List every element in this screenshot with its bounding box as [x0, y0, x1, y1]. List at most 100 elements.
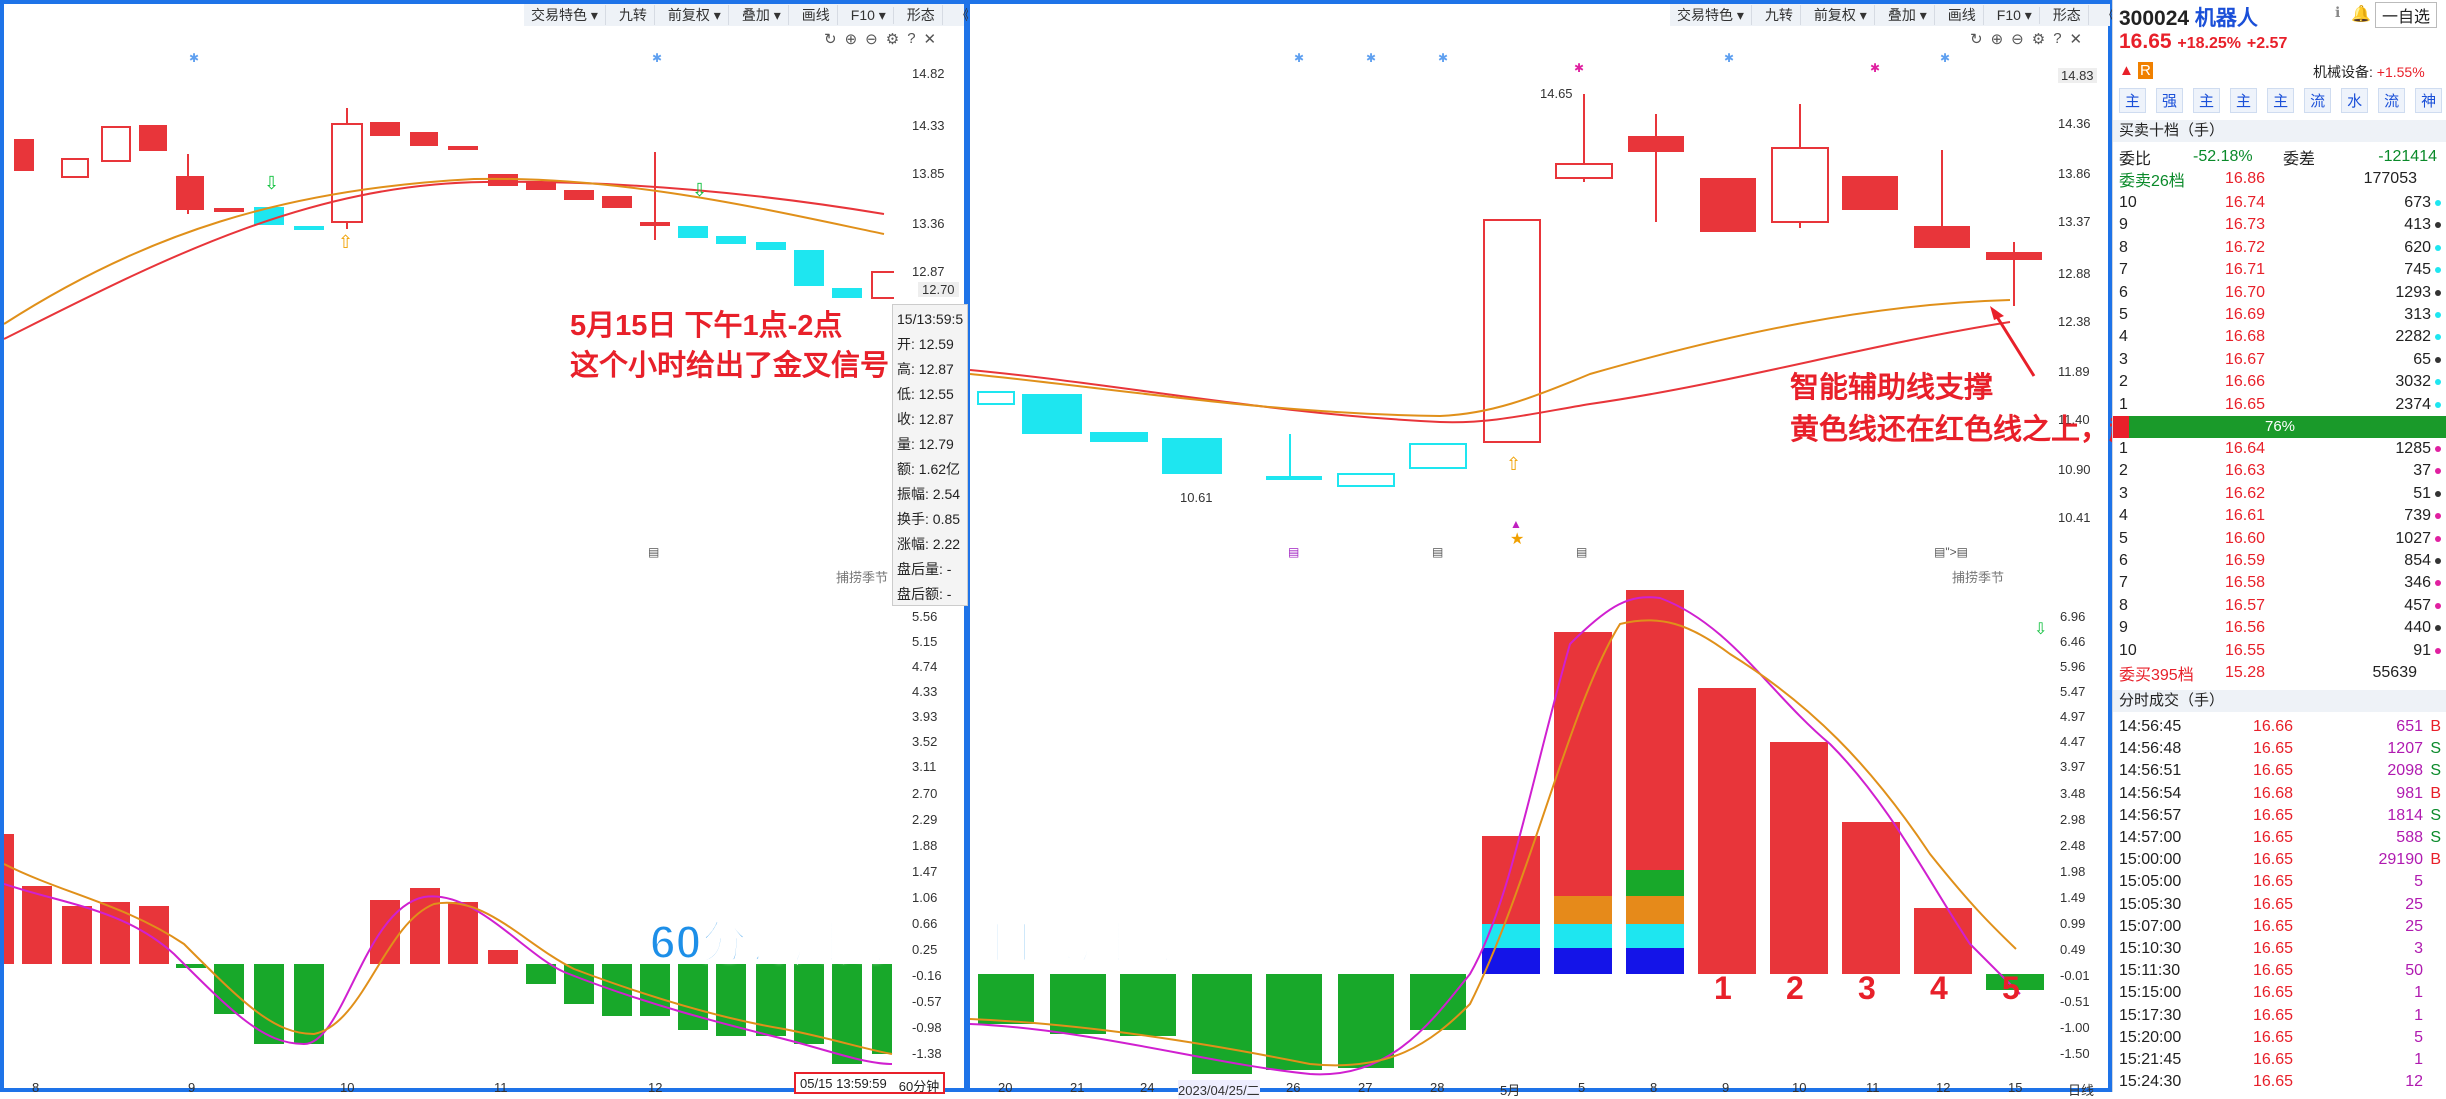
period-title: 日线周期	[987, 915, 1173, 969]
trade-price: 16.65	[2253, 873, 2294, 891]
ask-level: 9	[2119, 216, 2128, 234]
info-icon[interactable]: ℹ	[2335, 4, 2341, 20]
tooltip-high: 高: 12.87	[897, 361, 954, 377]
zoom-out-icon[interactable]: ⊖	[2011, 31, 2024, 48]
close-icon[interactable]: ✕	[2069, 31, 2083, 48]
volume-dot-icon	[2435, 558, 2441, 564]
ask-price: 16.65	[2225, 395, 2266, 413]
volume-dot-icon	[2435, 200, 2441, 206]
bid-price: 16.63	[2225, 462, 2266, 480]
side-nav-item[interactable]: 主	[2230, 88, 2258, 113]
price-tick: 14.82	[912, 66, 945, 81]
right-toolbar-item[interactable]: 画线	[1941, 5, 1984, 25]
ask-row: 5 16.69 313	[2113, 304, 2446, 326]
tooltip-amount: 额: 1.62亿	[897, 461, 961, 477]
right-toolbar-item[interactable]: 形态	[2046, 5, 2089, 25]
favorite-button[interactable]: 一自选	[2375, 2, 2438, 28]
tooltip-after-volume: 盘后量: -	[897, 561, 952, 577]
ask-price: 16.71	[2225, 261, 2266, 279]
refresh-icon[interactable]: ↻	[1970, 31, 1983, 48]
trade-row: 15:07:00 16.65 25	[2113, 916, 2446, 938]
left-toolbar-item[interactable]: 前复权 ▾	[661, 5, 729, 25]
bid-level: 3	[2119, 484, 2128, 502]
sector-info[interactable]: 机械设备: +1.55%	[2313, 62, 2425, 82]
right-toolbar-item[interactable]: 叠加 ▾	[1881, 5, 1935, 25]
macd-tick: 1.98	[2060, 864, 2086, 879]
change-abs: +2.57	[2246, 35, 2288, 52]
side-nav-item[interactable]: 主	[2193, 88, 2221, 113]
left-toolbar: 交易特色 ▾ 九转 前复权 ▾ 叠加 ▾ 画线 F10 ▾ 形态 《	[524, 4, 978, 26]
left-toolbar-item[interactable]: 形态	[900, 5, 943, 25]
bid-level: 8	[2119, 596, 2128, 614]
macd-tick: -0.51	[2060, 994, 2090, 1009]
side-nav-item[interactable]: 水	[2341, 88, 2369, 113]
left-toolbar-item[interactable]: 画线	[795, 5, 838, 25]
volume-dot-icon	[2435, 267, 2441, 274]
zoom-in-icon[interactable]: ⊕	[844, 31, 858, 48]
trade-time: 14:57:00	[2119, 829, 2182, 846]
bid-price: 16.55	[2225, 641, 2266, 659]
volume-dot-icon	[2435, 289, 2441, 296]
side-nav-item[interactable]: 主	[2119, 88, 2147, 113]
orderbook-title: 买卖十档（手）	[2119, 122, 2225, 139]
ask-level: 3	[2119, 350, 2128, 368]
gear-icon[interactable]: ⚙	[885, 31, 900, 48]
help-icon[interactable]: ?	[907, 30, 916, 47]
ask-price: 16.70	[2225, 283, 2266, 301]
bell-icon[interactable]: 🔔	[2351, 6, 2371, 23]
side-nav-item[interactable]: 强	[2156, 88, 2184, 113]
ask-level: 6	[2119, 283, 2128, 301]
macd-dif-line	[970, 596, 2021, 1076]
ask-price: 16.66	[2225, 373, 2266, 391]
zoom-out-icon[interactable]: ⊖	[865, 31, 878, 48]
bar-number: 5	[2002, 970, 2020, 1006]
time-cursor-footer: 05/15 13:59:59 60分钟	[794, 1072, 946, 1094]
footer-period[interactable]: 60分钟	[898, 1079, 940, 1094]
ask-price: 16.67	[2225, 350, 2266, 368]
macd-tick: -0.98	[912, 1020, 942, 1035]
warning-icon[interactable]: ▲ R	[2119, 62, 2153, 79]
right-toolbar-item[interactable]: 交易特色 ▾	[1670, 5, 1752, 25]
sell-total-vol: 177053	[2363, 170, 2417, 187]
trade-side: B	[2430, 851, 2441, 869]
volume-dot-icon	[2435, 379, 2441, 386]
right-toolbar-item[interactable]: 前复权 ▾	[1807, 5, 1875, 25]
bar-number: 2	[1786, 970, 1804, 1006]
help-icon[interactable]: ?	[2053, 30, 2062, 47]
trade-row: 14:56:48 16.65 1207 S	[2113, 738, 2446, 760]
left-toolbar-item[interactable]: 交易特色 ▾	[524, 5, 606, 25]
trade-time: 15:21:45	[2119, 1051, 2182, 1068]
close-icon[interactable]: ✕	[923, 31, 937, 48]
right-toolbar-item[interactable]: F10 ▾	[1990, 6, 2040, 24]
left-toolbar-item[interactable]: 九转	[612, 5, 655, 25]
trade-side: S	[2430, 740, 2441, 758]
trade-volume: 1	[2414, 984, 2423, 1002]
x-tick: 12	[648, 1080, 663, 1095]
bid-volume: 37	[2413, 462, 2431, 480]
x-tick[interactable]: 日线	[2068, 1083, 2095, 1098]
refresh-icon[interactable]: ↻	[824, 31, 837, 48]
trade-volume: 25	[2405, 895, 2423, 913]
gear-icon[interactable]: ⚙	[2031, 31, 2046, 48]
sell-signal-icon: ⇩	[264, 173, 279, 193]
left-toolbar-item[interactable]: F10 ▾	[844, 6, 894, 24]
right-toolbar-item[interactable]: 九转	[1758, 5, 1801, 25]
trade-price: 16.65	[2253, 1051, 2294, 1068]
volume-dot-icon	[2435, 535, 2441, 542]
trade-volume: 651	[2396, 718, 2423, 735]
left-toolbar-item[interactable]: 叠加 ▾	[735, 5, 789, 25]
side-nav-item[interactable]: 流	[2378, 88, 2406, 113]
side-nav-item[interactable]: 神	[2415, 88, 2443, 113]
volume-dot-icon	[2435, 356, 2441, 363]
left-macd-bars	[4, 834, 892, 1064]
weicha-label: 委差	[2283, 151, 2316, 168]
bid-row: 2 16.63 37	[2113, 460, 2446, 482]
tooltip-close: 收: 12.87	[897, 411, 954, 427]
marker-icon: ✱	[1940, 51, 1950, 65]
zoom-in-icon[interactable]: ⊕	[1990, 31, 2004, 48]
x-tick: 21	[1070, 1080, 1085, 1095]
ask-row: 4 16.68 2282	[2113, 326, 2446, 348]
tooltip-amplitude: 振幅: 2.54	[897, 486, 961, 502]
side-nav-item[interactable]: 流	[2304, 88, 2332, 113]
side-nav-item[interactable]: 主	[2267, 88, 2295, 113]
